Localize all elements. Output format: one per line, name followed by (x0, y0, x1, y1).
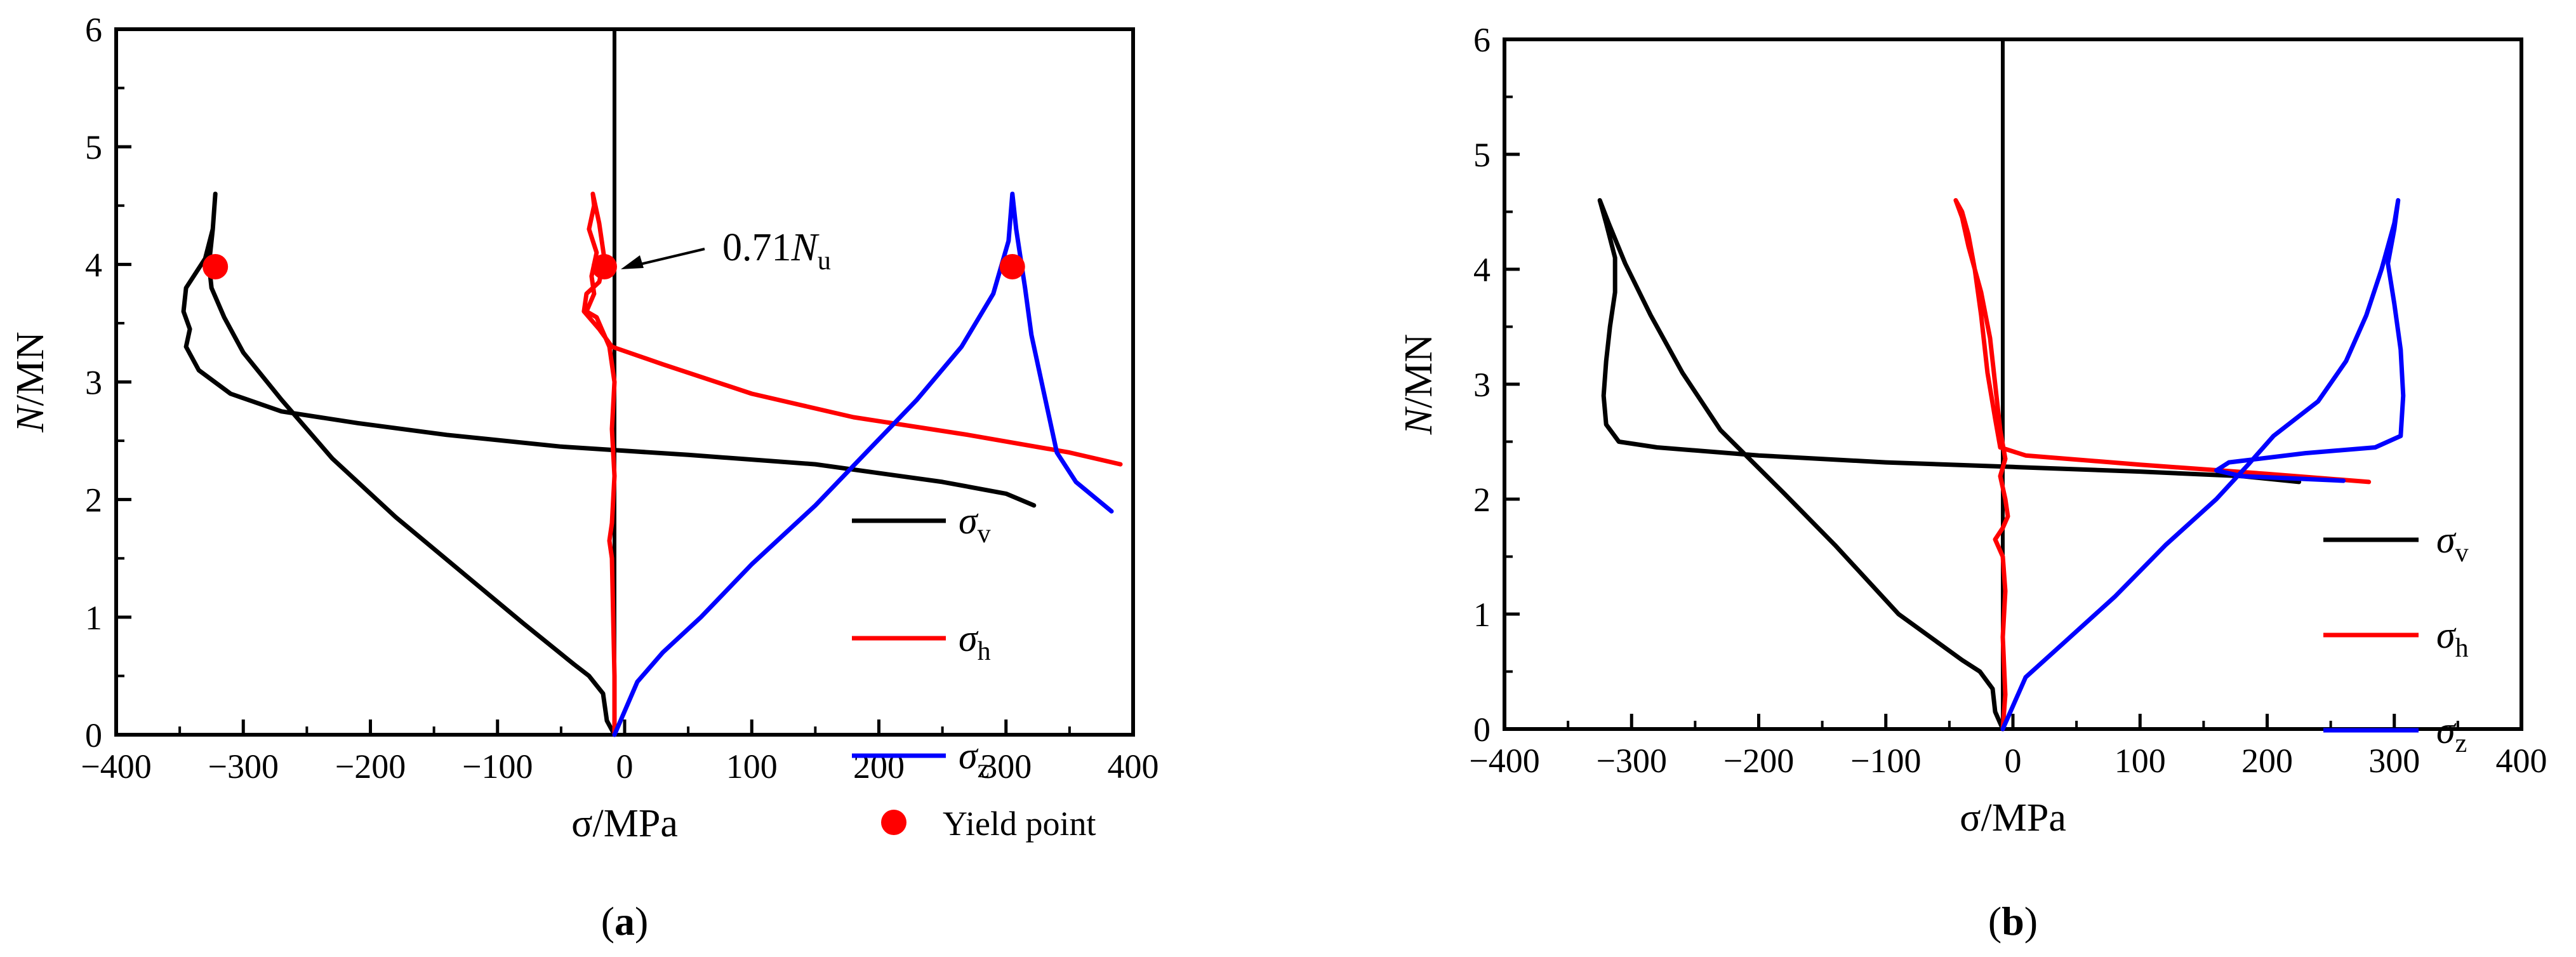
x-tick-label: −200 (335, 747, 406, 786)
y-tick-label: 4 (85, 246, 102, 284)
y-axis-title: N/MN (1397, 334, 1440, 436)
x-tick-label: −300 (1597, 742, 1667, 780)
x-tick-label: 0 (2005, 742, 2022, 780)
panel-caption-a: (a) (601, 899, 649, 944)
legend-label-v: σv (2436, 519, 2469, 568)
x-tick-label: 300 (2368, 742, 2420, 780)
legend-label-h: σh (2436, 614, 2469, 663)
legend-label-v: σv (959, 500, 991, 549)
series-line-h (1953, 197, 2372, 732)
x-tick-label: −400 (81, 747, 151, 786)
y-tick-label: 6 (1473, 21, 1490, 59)
y-tick-label: 4 (1473, 251, 1490, 289)
yield-point-marker (999, 254, 1025, 280)
x-tick-label: 100 (2115, 742, 2166, 780)
y-tick-label: 0 (1473, 711, 1490, 749)
y-tick-label: 2 (85, 481, 102, 519)
series-line-z (612, 191, 1114, 737)
y-axis-title: N/MN (9, 331, 52, 433)
y-tick-label: 1 (85, 599, 102, 637)
x-axis-title: σ/MPa (571, 802, 678, 845)
x-tick-label: −100 (462, 747, 533, 786)
x-tick-label: 200 (2241, 742, 2293, 780)
x-tick-label: 400 (1108, 747, 1159, 786)
chart-panel-b: −400 −300 −200 −100 0 100 200 300 400 0 1 2 3 4 5 6 σ/MP… (1397, 21, 2547, 944)
legend-label-yield: Yield point (943, 805, 1096, 843)
y-tick-label: 2 (1473, 481, 1490, 519)
y-tick-label: 5 (1473, 136, 1490, 174)
series-line-v (181, 191, 1037, 737)
panel-caption-b: (b) (1988, 899, 2038, 944)
yield-point-marker (591, 254, 617, 280)
annotation-label: 0.71Nu (722, 226, 831, 276)
x-tick-label: −300 (208, 747, 279, 786)
y-tick-label: 1 (1473, 596, 1490, 634)
x-tick-label: −400 (1469, 742, 1539, 780)
yield-point-marker (202, 254, 229, 280)
series-line-z (2000, 197, 2406, 732)
legend-label-z: σz (2436, 709, 2467, 758)
y-tick-label: 3 (85, 364, 102, 402)
chart-panel-a: −400 −300 −200 −100 0 100 200 300 400 0 1 2 3 4 5 6 σ/MP… (9, 11, 1159, 944)
y-tick-label: 3 (1473, 366, 1490, 404)
x-tick-label: 400 (2496, 742, 2547, 780)
y-tick-label: 0 (85, 716, 102, 754)
series-line-h (581, 191, 1123, 737)
x-tick-label: 300 (980, 747, 1032, 786)
x-tick-label: −100 (1850, 742, 1921, 780)
x-tick-label: −200 (1723, 742, 1794, 780)
y-tick-label: 6 (85, 11, 102, 49)
legend-label-h: σh (959, 617, 991, 666)
legend: σv σh σz (2323, 519, 2469, 758)
series-line-v (1597, 197, 2302, 732)
x-axis-title: σ/MPa (1960, 796, 2066, 840)
x-tick-label: 0 (616, 747, 634, 786)
legend: σv σh σz Yield point (852, 500, 1096, 843)
annotation-arrowhead (620, 255, 644, 270)
legend-label-z: σz (959, 735, 989, 784)
x-tick-label: 200 (853, 747, 905, 786)
legend-marker-yield (881, 810, 906, 835)
plot-frame (1503, 37, 2523, 731)
y-tick-label: 5 (85, 128, 102, 166)
x-tick-label: 100 (726, 747, 778, 786)
